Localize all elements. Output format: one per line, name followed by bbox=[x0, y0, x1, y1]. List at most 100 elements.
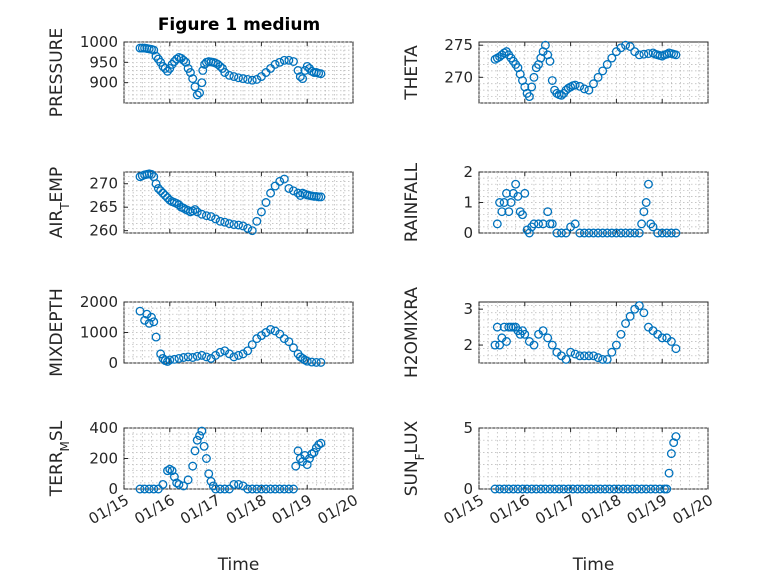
y-tick-label: 270 bbox=[89, 175, 118, 193]
data-point bbox=[637, 219, 647, 229]
data-point bbox=[641, 198, 651, 207]
data-point bbox=[220, 484, 230, 494]
data-point bbox=[243, 346, 253, 356]
data-point bbox=[671, 50, 681, 60]
data-point bbox=[158, 479, 168, 489]
data-point bbox=[289, 484, 298, 494]
data-point bbox=[307, 449, 317, 459]
y-axis-label: TERRMSL bbox=[47, 420, 72, 497]
data-point bbox=[648, 222, 658, 232]
data-point bbox=[206, 212, 216, 222]
y-axis-label: THETA bbox=[402, 45, 422, 101]
data-point bbox=[190, 82, 200, 92]
data-point bbox=[563, 484, 573, 494]
data-point bbox=[295, 352, 305, 362]
data-point bbox=[291, 461, 301, 471]
data-point bbox=[169, 472, 179, 482]
data-point bbox=[284, 55, 294, 65]
data-point bbox=[252, 334, 262, 344]
data-point bbox=[153, 183, 163, 193]
data-point bbox=[531, 484, 541, 494]
data-point bbox=[595, 484, 605, 494]
data-point bbox=[527, 82, 537, 92]
data-point bbox=[279, 484, 289, 494]
data-point bbox=[266, 484, 276, 494]
y-tick-label: 950 bbox=[89, 53, 118, 71]
data-point bbox=[584, 85, 594, 95]
data-point bbox=[600, 484, 610, 494]
data-point bbox=[504, 207, 514, 217]
data-point bbox=[183, 352, 193, 362]
data-point bbox=[149, 484, 159, 494]
x-tick-label: 01/19 bbox=[269, 491, 315, 528]
scatter-series bbox=[135, 169, 326, 236]
data-point bbox=[646, 484, 656, 494]
data-point bbox=[192, 90, 202, 100]
data-point bbox=[589, 228, 598, 238]
data-point bbox=[611, 340, 621, 350]
data-point bbox=[169, 354, 179, 364]
data-point bbox=[669, 438, 679, 448]
data-point bbox=[243, 74, 253, 84]
data-point bbox=[547, 340, 557, 350]
data-point bbox=[279, 55, 289, 65]
x-axis-label: Time bbox=[572, 555, 615, 575]
data-point bbox=[311, 357, 321, 367]
data-point bbox=[655, 484, 665, 494]
y-tick-label: 0 bbox=[108, 354, 118, 372]
data-point bbox=[289, 57, 298, 66]
data-point bbox=[579, 84, 589, 94]
data-point bbox=[561, 228, 571, 238]
scatter-series bbox=[490, 432, 681, 494]
data-point bbox=[243, 223, 253, 233]
y-tick-label: 3 bbox=[463, 300, 473, 318]
data-point bbox=[197, 78, 207, 88]
data-point bbox=[644, 49, 653, 59]
data-point bbox=[256, 331, 266, 340]
data-point bbox=[151, 51, 161, 61]
data-point bbox=[179, 353, 188, 362]
data-point bbox=[167, 59, 177, 69]
data-point bbox=[188, 74, 198, 84]
data-point bbox=[316, 192, 326, 202]
data-point bbox=[220, 217, 230, 227]
data-point bbox=[229, 72, 239, 82]
data-point bbox=[632, 484, 642, 494]
data-point bbox=[559, 484, 569, 494]
data-point bbox=[179, 481, 188, 491]
data-point bbox=[305, 454, 314, 463]
data-point bbox=[502, 188, 511, 198]
data-point bbox=[671, 344, 681, 354]
data-point bbox=[256, 484, 266, 494]
y-tick-label: 265 bbox=[89, 198, 118, 216]
data-point bbox=[165, 464, 175, 474]
data-point bbox=[518, 484, 527, 494]
data-point bbox=[524, 228, 534, 238]
axes-box bbox=[123, 427, 354, 490]
data-point bbox=[570, 80, 580, 90]
data-point bbox=[536, 484, 546, 494]
y-tick-label: 2 bbox=[463, 163, 473, 181]
data-point bbox=[247, 340, 257, 350]
scatter-series bbox=[490, 40, 681, 102]
subplot-air-temp: 260 265 270 AIRTEMP bbox=[47, 167, 354, 240]
data-point bbox=[174, 479, 184, 489]
data-point bbox=[518, 210, 527, 220]
x-axis-label: Time bbox=[217, 555, 260, 575]
data-point bbox=[192, 351, 202, 361]
data-point bbox=[598, 66, 608, 76]
data-point bbox=[657, 228, 667, 238]
data-point bbox=[256, 207, 266, 217]
data-point bbox=[504, 484, 514, 494]
data-point bbox=[621, 319, 631, 328]
y-tick-label: 0 bbox=[108, 480, 118, 498]
data-point bbox=[144, 318, 154, 328]
data-point bbox=[229, 220, 239, 230]
data-point bbox=[156, 186, 166, 196]
data-point bbox=[490, 340, 500, 350]
data-point bbox=[204, 469, 214, 479]
data-point bbox=[135, 484, 145, 494]
data-point bbox=[302, 61, 312, 71]
data-point bbox=[188, 206, 198, 216]
data-point bbox=[261, 328, 271, 337]
